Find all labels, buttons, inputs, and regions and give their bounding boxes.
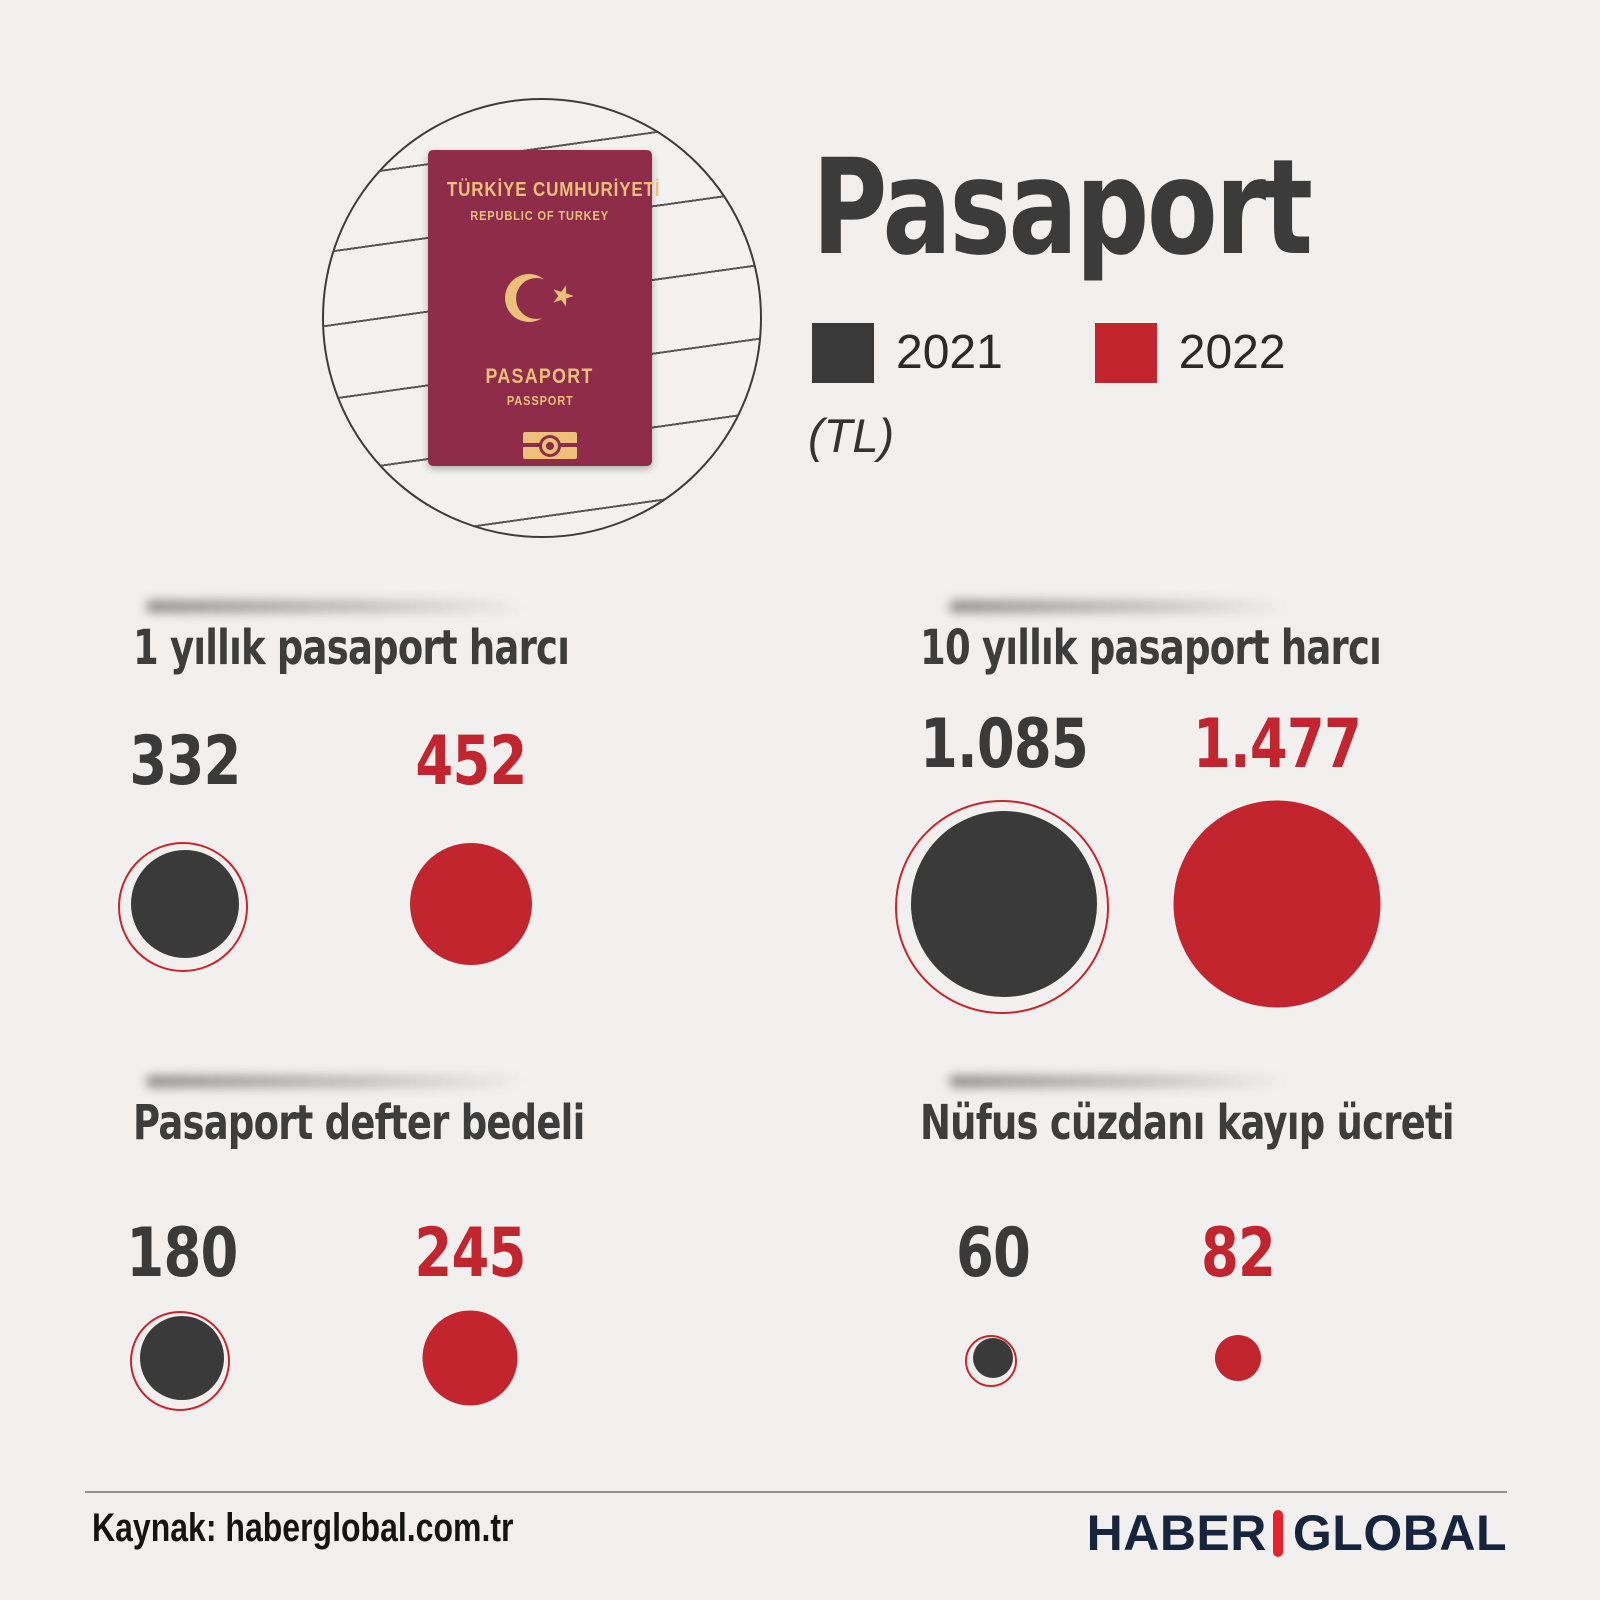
bubble-2022-icon bbox=[410, 843, 532, 965]
fee-value-2022: 82 bbox=[1200, 1214, 1276, 1293]
legend-swatch-2022 bbox=[1094, 323, 1157, 383]
legend: 2021 2022 bbox=[812, 322, 1286, 384]
bubble-ring-icon bbox=[965, 1335, 1017, 1387]
brand-red-bar-icon bbox=[1272, 1509, 1283, 1557]
biometric-chip-icon bbox=[523, 432, 577, 459]
bubble-2022-icon bbox=[422, 1310, 518, 1406]
source-credit: Kaynak: haberglobal.com.tr bbox=[92, 1506, 514, 1550]
passport-doc-tr: PASAPORT bbox=[485, 365, 595, 388]
header-shadow bbox=[949, 600, 1299, 613]
bubble-2021-icon bbox=[973, 1338, 1013, 1378]
unit-label: (TL) bbox=[808, 409, 895, 462]
footer-divider bbox=[85, 1491, 1507, 1493]
page-title: Pasaport bbox=[812, 131, 1313, 285]
fee-value-2022: 452 bbox=[415, 722, 527, 801]
passport-photo-circle: TÜRKİYE CUMHURİYETİ REPUBLIC OF TURKEY ★… bbox=[322, 98, 762, 538]
fee-value-2022: 1.477 bbox=[1192, 705, 1362, 784]
crescent-icon bbox=[505, 274, 557, 322]
bubble-2021-icon bbox=[140, 1316, 224, 1400]
brand-global: GLOBAL bbox=[1292, 1505, 1507, 1561]
fee-section-1: 1 yıllık pasaport harcı 332 452 bbox=[118, 600, 770, 1070]
legend-label-2022: 2022 bbox=[1178, 326, 1286, 379]
section-title: Nüfus cüzdanı kayıp ücreti bbox=[920, 1095, 1455, 1151]
fee-value-2021: 1.085 bbox=[919, 705, 1089, 784]
fee-section-3: Pasaport defter bedeli 180 245 bbox=[126, 1075, 770, 1545]
bubble-2021-icon bbox=[131, 850, 239, 958]
crescent-star-emblem: ★ bbox=[428, 274, 652, 326]
header-shadow bbox=[146, 600, 542, 613]
passport-cover: TÜRKİYE CUMHURİYETİ REPUBLIC OF TURKEY ★… bbox=[428, 150, 661, 466]
fee-section-2: 10 yıllık pasaport harcı 1.085 1.477 bbox=[895, 600, 1545, 1070]
bubble-ring-icon bbox=[118, 842, 248, 972]
section-title: 10 yıllık pasaport harcı bbox=[920, 620, 1382, 676]
legend-swatch-2021 bbox=[812, 323, 874, 383]
fee-value-2022: 245 bbox=[414, 1214, 526, 1293]
bubble-2021-icon bbox=[911, 811, 1097, 997]
bubble-ring-icon bbox=[895, 800, 1109, 1014]
bubble-2022-icon bbox=[1215, 1335, 1261, 1381]
section-title: Pasaport defter bedeli bbox=[133, 1095, 585, 1151]
passport-country-tr: TÜRKİYE CUMHURİYETİ bbox=[446, 179, 661, 201]
header-shadow bbox=[146, 1075, 542, 1088]
legend-label-2021: 2021 bbox=[896, 326, 1003, 379]
section-title: 1 yıllık pasaport harcı bbox=[133, 620, 570, 676]
passport-doc-en: PASSPORT bbox=[506, 393, 574, 408]
header-shadow bbox=[949, 1075, 1299, 1088]
fee-value-2021: 180 bbox=[126, 1214, 238, 1293]
passport-country-en: REPUBLIC OF TURKEY bbox=[470, 208, 610, 223]
bubble-2022-icon bbox=[1173, 800, 1381, 1008]
fee-section-4: Nüfus cüzdanı kayıp ücreti 60 82 bbox=[905, 1075, 1545, 1545]
haber-global-logo: HABER GLOBAL bbox=[1087, 1508, 1507, 1558]
bubble-ring-icon bbox=[130, 1311, 230, 1411]
fee-value-2021: 60 bbox=[955, 1214, 1031, 1293]
brand-haber: HABER bbox=[1086, 1505, 1267, 1561]
fee-value-2021: 332 bbox=[129, 722, 241, 801]
